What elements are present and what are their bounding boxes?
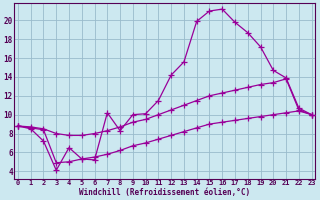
X-axis label: Windchill (Refroidissement éolien,°C): Windchill (Refroidissement éolien,°C) — [79, 188, 250, 197]
